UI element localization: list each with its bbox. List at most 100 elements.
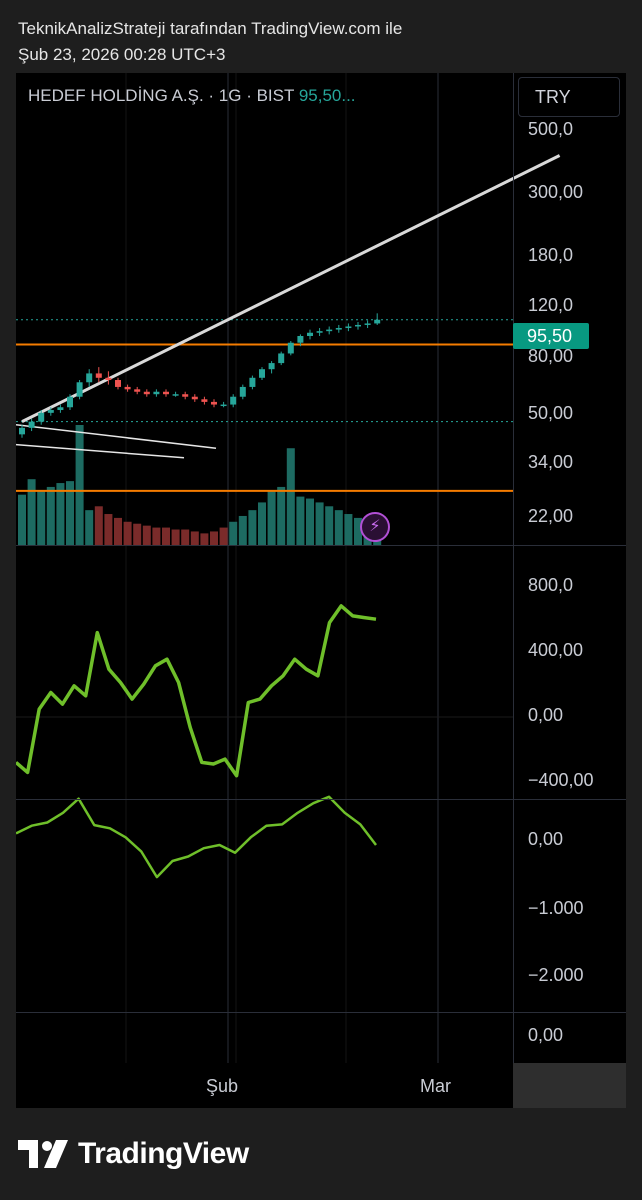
price-axis-label: 500,0 bbox=[528, 119, 574, 139]
indicator2-red-line bbox=[16, 825, 376, 847]
indicator3-axis-label: 0,00 bbox=[528, 1025, 564, 1045]
currency-button[interactable]: TRY bbox=[518, 77, 620, 117]
indicator1-orange-line bbox=[16, 651, 376, 749]
candle-body bbox=[67, 396, 73, 408]
candle-body bbox=[259, 369, 265, 378]
indicator2-axis-label: 0,00 bbox=[528, 829, 564, 849]
indicator2-axis-label: −1.000 bbox=[528, 898, 584, 918]
candle-body bbox=[153, 391, 160, 395]
symbol-legend[interactable]: HEDEF HOLDİNG A.Ş. · 1G · BIST 95,50... bbox=[28, 86, 356, 106]
pane-separator-1[interactable] bbox=[16, 545, 626, 546]
indicator2-blue-line bbox=[16, 828, 376, 830]
candle-body bbox=[335, 328, 342, 330]
candle-body bbox=[19, 427, 25, 435]
candle-body bbox=[143, 391, 150, 395]
volume-bar bbox=[142, 525, 151, 545]
volume-bar bbox=[315, 502, 324, 545]
volume-bar bbox=[75, 425, 84, 545]
volume-bar bbox=[258, 502, 266, 545]
candle-body bbox=[345, 326, 352, 329]
volume-bar bbox=[56, 483, 65, 545]
price-axis-label: 34,00 bbox=[528, 452, 574, 472]
volume-bar bbox=[306, 498, 314, 545]
candle-body bbox=[115, 380, 121, 387]
candle-body bbox=[86, 373, 93, 383]
indicator1-purple-line bbox=[16, 697, 376, 708]
candle-body bbox=[105, 377, 112, 381]
candle-body bbox=[297, 335, 304, 343]
axis-corner[interactable] bbox=[513, 1063, 626, 1108]
tradingview-logo: TradingView bbox=[18, 1136, 249, 1172]
volume-bar bbox=[171, 529, 180, 545]
tradingview-logo-icon bbox=[18, 1140, 68, 1168]
candle-body bbox=[163, 391, 169, 395]
candle-body bbox=[172, 394, 179, 396]
candle-body bbox=[57, 407, 64, 411]
volume-bar bbox=[181, 529, 190, 545]
indicator1-green-line bbox=[16, 604, 377, 778]
symbol-name: HEDEF HOLDİNG A.Ş. · 1G · BIST bbox=[28, 86, 295, 105]
volume-bar bbox=[219, 527, 228, 545]
candle-body bbox=[316, 331, 323, 333]
candle-body bbox=[268, 363, 275, 370]
time-axis[interactable] bbox=[16, 1063, 513, 1108]
price-axis-label: 22,00 bbox=[528, 506, 574, 526]
volume-bar bbox=[85, 510, 94, 545]
last-price-badge: 95,50 bbox=[513, 323, 589, 349]
volume-bar bbox=[114, 517, 122, 545]
indicator2-green-line bbox=[16, 795, 377, 879]
chart-frame[interactable]: HEDEF HOLDİNG A.Ş. · 1G · BIST 95,50... … bbox=[16, 73, 626, 1108]
pane-separator-3[interactable] bbox=[16, 1012, 626, 1013]
volume-bar bbox=[66, 481, 74, 545]
indicator1-blue-line bbox=[16, 698, 376, 708]
candle-body bbox=[201, 399, 208, 402]
volume-bar bbox=[123, 521, 132, 545]
candle-body bbox=[287, 342, 294, 354]
candle-body bbox=[76, 382, 83, 397]
indicator1-axis-label: 0,00 bbox=[528, 705, 564, 725]
volume-bar bbox=[277, 486, 286, 545]
volume-bar bbox=[344, 514, 353, 545]
trend-line bbox=[21, 154, 561, 423]
price-axis-label: 50,00 bbox=[528, 403, 574, 423]
brand-name: TradingView bbox=[78, 1137, 249, 1170]
drawing-line bbox=[16, 423, 217, 450]
volume-bar bbox=[18, 494, 26, 545]
indicator2-axis-label: −2.000 bbox=[528, 965, 584, 985]
volume-bar bbox=[133, 523, 142, 545]
time-axis-label: Mar bbox=[420, 1076, 451, 1096]
indicator1-axis-label: 400,00 bbox=[528, 640, 584, 660]
volume-bar bbox=[296, 496, 305, 545]
candle-body bbox=[278, 353, 285, 364]
volume-bar bbox=[94, 506, 103, 545]
volume-bar bbox=[267, 490, 276, 545]
candle-body bbox=[124, 386, 131, 390]
price-axis-label: 180,0 bbox=[528, 245, 574, 265]
lightning-icon[interactable]: ⚡ bbox=[360, 512, 390, 542]
price-axis-label: 80,00 bbox=[528, 346, 574, 366]
volume-bar bbox=[210, 531, 218, 545]
volume-bar bbox=[27, 479, 36, 545]
symbol-last-price: 95,50... bbox=[298, 86, 356, 105]
candle-body bbox=[374, 319, 381, 324]
volume-bar bbox=[190, 531, 199, 545]
pane-separator-2[interactable] bbox=[16, 799, 626, 800]
volume-bar bbox=[152, 527, 161, 545]
volume-bar bbox=[334, 510, 343, 545]
volume-bar bbox=[229, 521, 238, 545]
candle-body bbox=[38, 412, 45, 422]
candle-body bbox=[307, 332, 313, 336]
candle-body bbox=[47, 410, 54, 413]
volume-bar bbox=[162, 527, 170, 545]
candle-body bbox=[326, 329, 333, 332]
candle-body bbox=[95, 373, 102, 378]
volume-bar bbox=[325, 506, 334, 545]
price-axis-label: 120,0 bbox=[528, 295, 574, 315]
indicator1-axis-label: 800,0 bbox=[528, 575, 574, 595]
attribution-line: TeknikAnalizStrateji tarafından TradingV… bbox=[18, 19, 403, 38]
candle-body bbox=[191, 396, 198, 400]
timestamp-line: Şub 23, 2026 00:28 UTC+3 bbox=[18, 45, 226, 64]
volume-bar bbox=[104, 514, 113, 545]
candle-body bbox=[220, 404, 227, 407]
candle-body bbox=[364, 323, 371, 325]
